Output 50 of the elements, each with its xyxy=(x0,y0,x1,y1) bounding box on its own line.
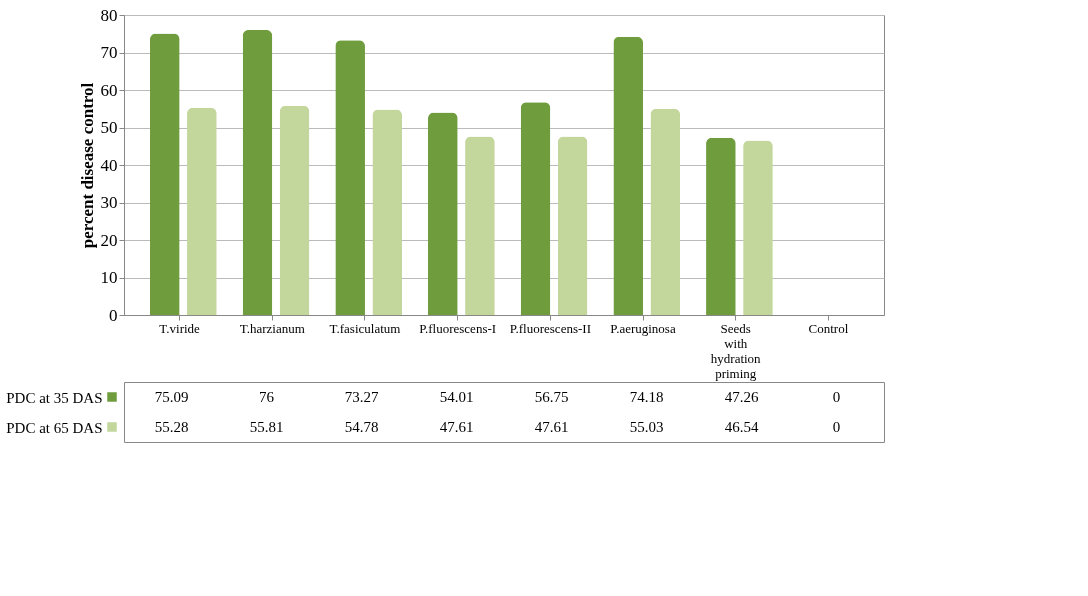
x-tick-label: Control xyxy=(808,320,849,336)
bar xyxy=(613,36,644,315)
data-label: 55.03 xyxy=(629,419,664,435)
x-tick-label: T.harzianum xyxy=(239,320,305,336)
data-label: 74.18 xyxy=(629,389,664,405)
x-tick-label: T.viride xyxy=(159,320,201,336)
data-label: 55.28 xyxy=(154,419,189,435)
y-tick-label: 10 xyxy=(100,268,118,287)
bar xyxy=(428,112,458,315)
bar xyxy=(335,40,365,315)
bar xyxy=(520,102,551,315)
data-label: 0 xyxy=(832,389,841,405)
y-tick-label: 30 xyxy=(100,193,118,212)
data-label: 75.09 xyxy=(154,389,189,405)
data-label: 76 xyxy=(259,389,275,405)
data-label: 73.27 xyxy=(344,389,379,405)
y-tick-label: 80 xyxy=(100,5,118,25)
bar xyxy=(743,140,773,315)
x-tick-label: T.fasiculatum xyxy=(329,320,401,336)
data-label: 56.75 xyxy=(534,389,569,405)
bar xyxy=(279,105,310,315)
x-tick-label: Seeds with hydration priming xyxy=(710,320,762,381)
bar xyxy=(465,136,495,315)
x-tick-label: P.fluorescens-I xyxy=(419,320,497,336)
data-label: 54.78 xyxy=(344,419,379,435)
bar xyxy=(650,108,681,315)
bar xyxy=(242,30,273,315)
data-label: 46.54 xyxy=(724,419,759,435)
y-tick-label: 50 xyxy=(100,118,118,137)
x-tick-label: P.fluorescens-II xyxy=(509,320,591,336)
y-tick-label: 70 xyxy=(100,43,118,62)
y-tick-label: 0 xyxy=(109,305,118,325)
legend-label: PDC at 65 DAS xyxy=(6,419,103,436)
data-label: 47.26 xyxy=(724,389,759,405)
data-label: 47.61 xyxy=(534,419,569,435)
bar xyxy=(149,33,180,315)
y-axis-title: percent disease control xyxy=(77,82,97,249)
bar xyxy=(372,109,403,315)
bar xyxy=(187,107,217,315)
y-tick-label: 40 xyxy=(100,155,118,175)
data-label: 0 xyxy=(832,419,841,435)
x-tick-label: P.aeruginosa xyxy=(610,320,676,336)
y-tick-label: 60 xyxy=(100,80,118,100)
y-tick-label: 20 xyxy=(100,230,118,250)
data-label: 55.81 xyxy=(249,419,284,435)
legend-label: PDC at 35 DAS xyxy=(6,389,103,406)
data-label: 54.01 xyxy=(439,389,474,405)
data-label: 47.61 xyxy=(439,419,474,435)
bar xyxy=(557,136,588,315)
bar xyxy=(706,137,736,315)
